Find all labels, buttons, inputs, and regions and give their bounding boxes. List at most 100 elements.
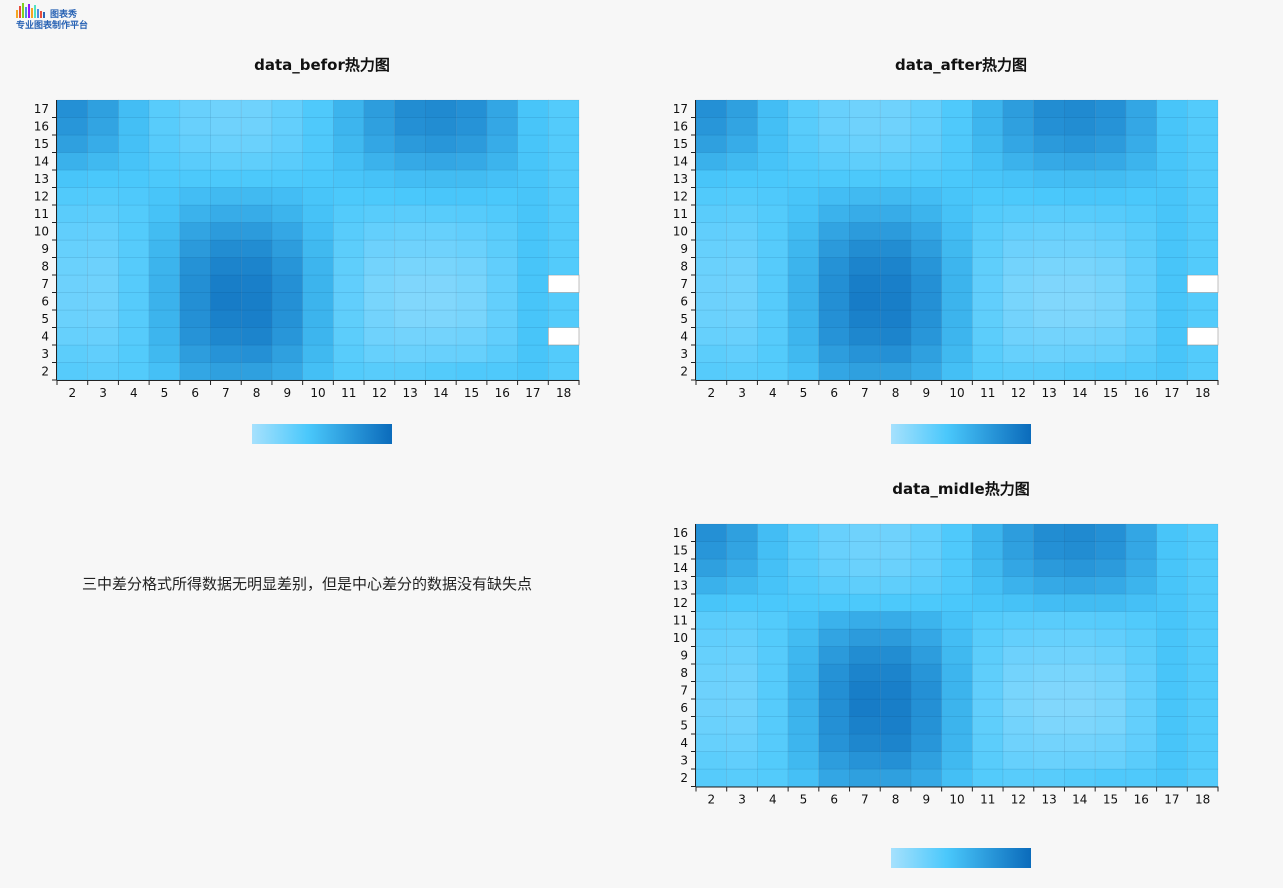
heatmap-cell [363,169,396,188]
heatmap-cell [757,768,789,787]
x-tick-label: 12 [1011,386,1026,400]
heatmap-cell [455,239,488,258]
heatmap-cell [1125,611,1157,630]
heatmap-cell [210,169,242,188]
heatmap-cell [726,611,758,630]
heatmap-cell [271,222,303,241]
heatmap-cell [695,611,728,630]
heatmap-cell [849,733,881,752]
heatmap-cell [849,768,881,787]
y-tick-label: 16 [673,526,688,540]
y-tick-label: 11 [34,207,49,221]
heatmap-cell [56,222,89,241]
heatmap-cell [1033,134,1065,153]
y-tick-label: 10 [673,631,688,645]
x-tick-label: 11 [341,386,356,400]
heatmap-cell [695,327,728,346]
heatmap-cell [1186,99,1219,118]
heatmap-cell [818,274,850,293]
heatmap-cell [363,222,396,241]
heatmap-cell [455,274,488,293]
heatmap-cell [517,309,549,328]
y-tick-label: 16 [673,119,688,133]
heatmap-cell [333,222,365,241]
brand-logo: 图表秀 专业图表制作平台 [14,2,104,31]
heatmap-cell [1186,663,1219,682]
heatmap-cell [210,134,242,153]
heatmap-cell [517,169,549,188]
heatmap-cell [1064,663,1096,682]
heatmap-cell [1156,593,1188,612]
heatmap-cell [972,646,1004,665]
heatmap-cell [118,99,150,118]
heatmap-cell [517,344,549,363]
heatmap-cell [394,222,426,241]
heatmap-cell [941,169,973,188]
heatmap-cell [302,309,334,328]
heatmap-cell [87,152,119,171]
heatmap-cell [757,204,789,223]
heatmap-cell [879,187,912,206]
heatmap-cell [1125,362,1157,381]
heatmap-cell [210,99,242,118]
heatmap-midle: 2 3 4 5 6 7 8 9 10 11 12 13 14 15 16 17 18 2 3 4 5 6 7 8 9 10 11 12… [673,523,1219,807]
heatmap-cell [879,716,912,735]
x-tick-label: 14 [1072,793,1087,807]
heatmap-cell [849,593,881,612]
heatmap-cell [757,239,789,258]
x-tick-label: 16 [1134,793,1149,807]
heatmap-cell [1156,134,1188,153]
x-tick-label: 18 [1195,386,1210,400]
heatmap-cell [333,117,365,136]
heatmap-cell [1002,628,1035,647]
heatmap-cell [849,576,881,595]
heatmap-cell [1094,187,1127,206]
heatmap-cell [1186,134,1219,153]
heatmap-cell [394,327,426,346]
x-tick-label: 15 [464,386,479,400]
heatmap-cell [787,751,820,770]
heatmap-cell [972,222,1004,241]
heatmap-cell [87,362,119,381]
heatmap-cell [363,152,396,171]
heatmap-cell [818,99,850,118]
heatmap-cell [757,344,789,363]
heatmap-cell [849,698,881,717]
heatmap-cell [240,117,273,136]
heatmap-cell [787,716,820,735]
heatmap-cell [1125,698,1157,717]
heatmap-cell [787,344,820,363]
heatmap-cell [757,593,789,612]
x-tick-label: 7 [222,386,230,400]
heatmap-cell [56,274,89,293]
heatmap-cell [517,99,549,118]
heatmap-cell [1094,716,1127,735]
heatmap-cell [818,646,850,665]
heatmap-cell [910,117,942,136]
heatmap-cell [394,362,426,381]
x-tick-label: 13 [402,386,417,400]
heatmap-cell [849,716,881,735]
y-tick-label: 2 [41,364,49,378]
heatmap-cell [210,257,242,276]
heatmap-cell [787,117,820,136]
heatmap-cell [879,169,912,188]
heatmap-cell [879,292,912,311]
y-tick-label: 15 [34,137,49,151]
heatmap-cell [302,239,334,258]
heatmap-cell [1186,541,1219,560]
heatmap-cell [695,222,728,241]
heatmap-cell [1033,309,1065,328]
heatmap-cell [1186,698,1219,717]
heatmap-cell [425,362,457,381]
heatmap-cell [910,541,942,560]
heatmap-cell [425,134,457,153]
heatmap-cell [757,169,789,188]
heatmap-cell [910,257,942,276]
heatmap-cell [757,274,789,293]
heatmap-cell [879,309,912,328]
heatmap-cell [972,134,1004,153]
heatmap-cell [818,344,850,363]
heatmap-cell [879,593,912,612]
heatmap-cell [818,576,850,595]
